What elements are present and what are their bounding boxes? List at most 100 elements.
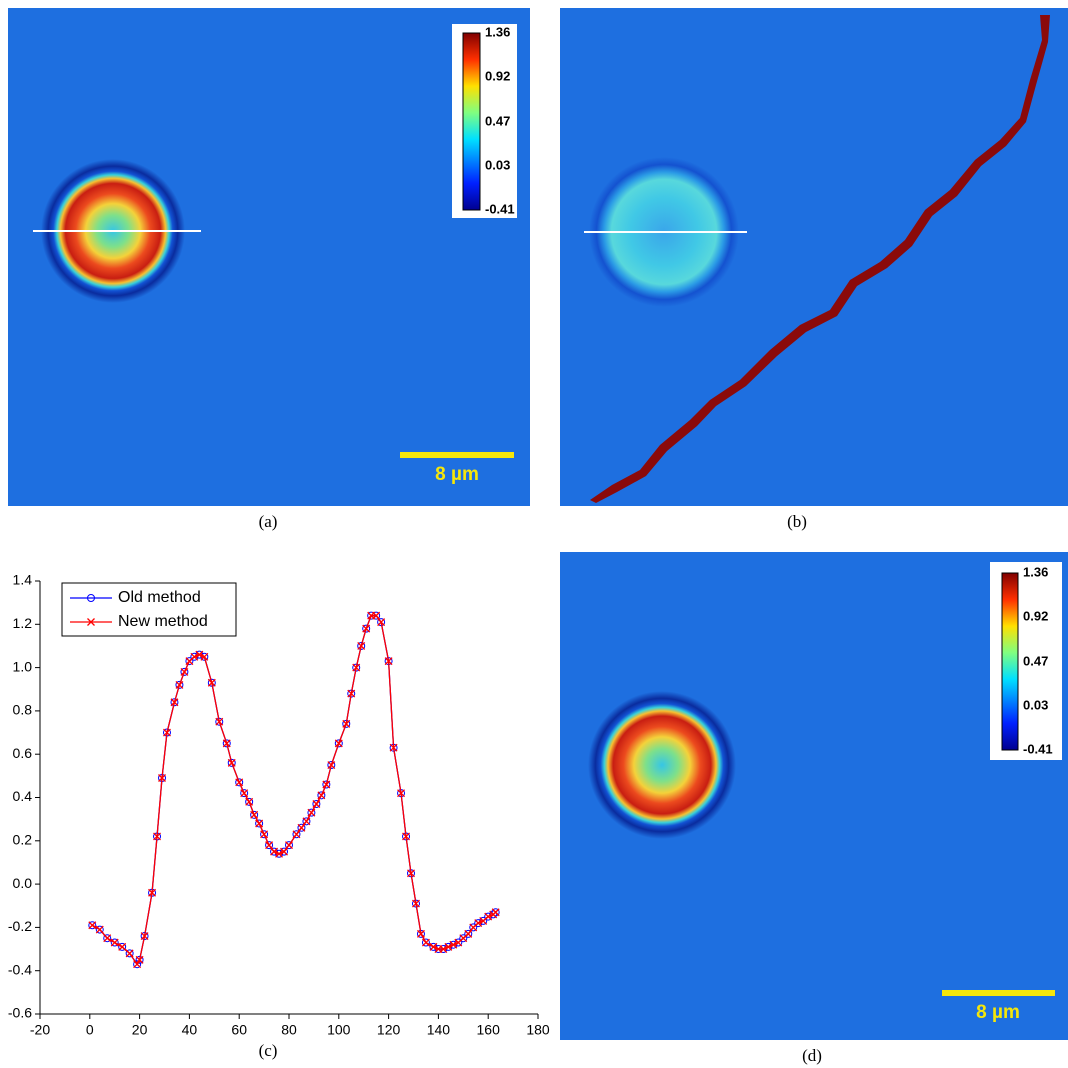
marker [275,849,283,858]
colorbar-label: -0.41 [485,201,515,216]
marker [110,938,119,947]
marker [95,925,104,934]
legend-label: Old method [118,589,201,606]
marker [307,808,316,817]
x-tick-label: 20 [132,1022,148,1038]
panel-c: (c) -0.6 -0.4 -0.2 0.0 0.2 0.4 0.6 0.8 1.0 1.2 1.4… [8,572,550,1060]
marker [118,942,127,951]
marker [235,778,244,787]
y-tick-label: -0.4 [8,961,32,977]
marker [352,663,361,672]
marker [444,942,453,951]
x-tick-label: 140 [427,1022,451,1038]
marker [357,641,366,650]
marker [484,912,493,921]
marker [292,830,301,839]
marker [255,819,264,828]
marker [327,761,336,770]
x-tick-label: 80 [281,1022,297,1038]
marker [292,830,301,839]
colorbar-label: 1.36 [1023,564,1048,579]
colorbar-label: -0.41 [1023,741,1053,756]
marker [322,780,331,789]
marker [207,678,216,687]
marker [312,799,321,808]
series-line [91,614,497,966]
marker [88,921,97,930]
marker [302,817,311,826]
colorbar-label: 0.92 [1023,608,1048,623]
marker [297,823,306,832]
marker [397,789,406,798]
marker [327,761,336,769]
marker [322,780,331,789]
marker [163,728,171,737]
marker [265,841,274,850]
legend-box [61,582,237,637]
marker [200,652,209,661]
marker [140,932,149,941]
marker [175,680,184,689]
marker [352,663,361,672]
marker [190,652,199,661]
marker [334,739,343,748]
marker [357,641,366,650]
marker [250,810,259,819]
marker [312,800,321,808]
marker [417,929,425,938]
scale-label: 8 µm [435,464,479,485]
panel-b: (b) [560,8,1068,531]
marker [245,797,254,806]
marker [297,823,306,832]
marker [384,657,393,666]
marker [215,717,224,726]
marker [170,698,179,707]
caption: (d) [802,1046,822,1065]
marker [362,624,371,633]
marker [334,739,343,748]
marker [118,942,127,951]
colorbar-label: 0.03 [1023,697,1048,712]
y-tick-label: 0.0 [13,875,33,891]
marker [153,832,161,841]
marker [180,667,189,676]
marker [377,618,386,627]
marker [429,942,438,951]
marker [95,925,104,934]
x-tick-label: 60 [231,1022,247,1038]
y-tick-label: 0.8 [13,702,33,718]
marker [125,949,134,958]
colorbar [462,32,481,211]
marker [175,680,184,689]
colorbar [1001,572,1019,751]
legend-label: New method [118,613,208,630]
caption: (b) [787,512,807,531]
marker [125,949,134,958]
x-tick-label: 100 [327,1022,351,1038]
marker [227,758,236,767]
marker [377,618,386,627]
marker [135,955,144,964]
marker [250,810,259,819]
legend-marker [87,618,95,626]
colorbar-label: 1.36 [485,24,510,39]
y-tick-label: 0.4 [13,788,33,804]
marker [133,960,142,969]
marker [469,923,478,932]
marker [158,774,166,782]
marker [285,841,293,850]
x-tick-label: 0 [86,1022,94,1038]
marker [195,650,204,659]
marker [302,817,311,826]
x-tick-label: 120 [377,1022,401,1038]
marker [222,739,231,748]
marker [407,869,415,878]
marker [255,819,264,828]
marker [148,888,157,897]
y-tick-label: 0.2 [13,832,33,848]
marker [133,960,142,969]
marker [464,929,473,938]
x-tick-label: 180 [526,1022,550,1038]
y-tick-label: 1.4 [13,572,33,588]
